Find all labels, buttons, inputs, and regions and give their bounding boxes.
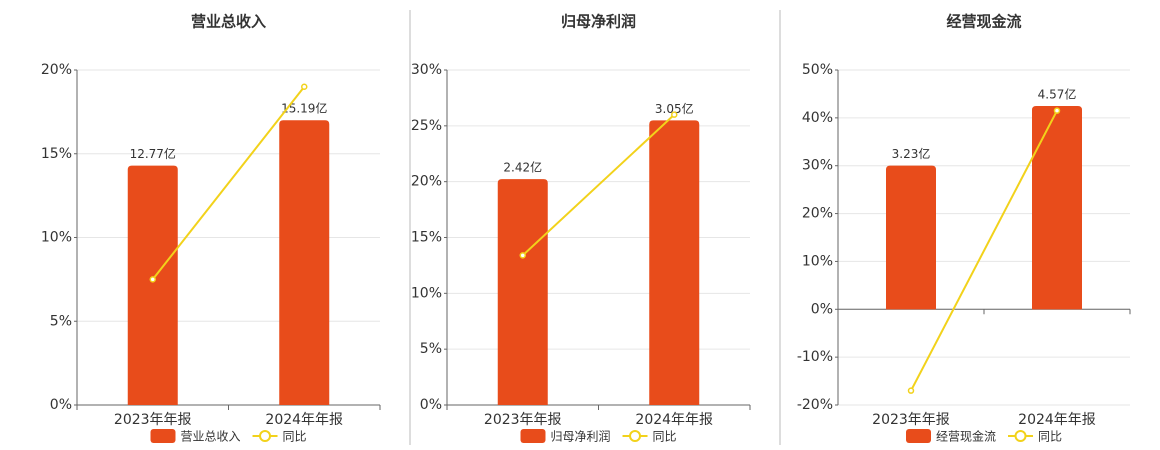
value-label: 3.23亿 (892, 146, 931, 161)
bar (127, 165, 178, 405)
legend-label: 同比 (283, 430, 307, 444)
y-tick-label: 30% (802, 158, 833, 174)
legend-swatch (629, 430, 642, 442)
line (151, 86, 306, 280)
value-label: 15.19亿 (281, 101, 327, 116)
legend-label: 同比 (1038, 430, 1062, 444)
bar (1032, 106, 1082, 310)
y-tick-label: -20% (797, 397, 833, 413)
y-tick-label: -10% (797, 349, 833, 365)
y-tick-label: 40% (802, 110, 833, 126)
line-point (907, 387, 915, 394)
x-tick-label: 2024年年报 (1018, 412, 1096, 428)
y-tick-label: 5% (50, 313, 72, 329)
y-tick-label: 20% (411, 174, 442, 190)
chart-title: 营业总收入 (191, 13, 266, 31)
line-point (149, 276, 156, 283)
y-tick-label: 10% (802, 253, 833, 269)
y-tick-label: 10% (41, 230, 72, 246)
y-tick-label: 20% (41, 62, 72, 78)
line-point (1053, 107, 1061, 114)
legend-swatch (906, 429, 931, 443)
bar (649, 120, 700, 406)
y-tick-label: 5% (420, 341, 442, 357)
line-point (671, 111, 678, 118)
x-tick-label: 2023年年报 (114, 412, 192, 428)
y-tick-label: 50% (802, 62, 833, 78)
legend-swatch (150, 429, 176, 443)
value-label: 3.05亿 (655, 101, 694, 116)
value-label: 4.57亿 (1038, 87, 1077, 102)
y-tick-label: 15% (41, 146, 72, 162)
x-tick-label: 2023年年报 (872, 412, 950, 428)
bar (886, 165, 936, 310)
line (522, 113, 675, 257)
legend-swatch (520, 429, 546, 443)
y-tick-label: 10% (411, 285, 442, 301)
value-label: 2.42亿 (503, 160, 542, 175)
line-point (301, 83, 308, 90)
legend-swatch (259, 430, 272, 442)
legend-label: 归母净利润 (551, 430, 611, 444)
x-tick-label: 2024年年报 (635, 412, 713, 428)
y-tick-label: 30% (411, 62, 442, 78)
chart-title: 归母净利润 (561, 13, 636, 31)
line (910, 110, 1058, 392)
chart-title: 经营现金流 (946, 13, 1021, 31)
y-tick-label: 25% (411, 118, 442, 134)
y-tick-label: 0% (50, 397, 72, 413)
y-tick-label: 15% (411, 230, 442, 246)
y-tick-label: 0% (420, 397, 442, 413)
line-point (519, 252, 526, 259)
legend-label: 同比 (653, 430, 677, 444)
y-tick-label: 20% (802, 206, 833, 222)
x-tick-label: 2024年年报 (265, 412, 343, 428)
y-tick-label: 0% (811, 301, 833, 317)
x-tick-label: 2023年年报 (484, 412, 562, 428)
legend-label: 营业总收入 (181, 430, 241, 444)
value-label: 12.77亿 (130, 146, 176, 161)
legend-label: 经营现金流 (936, 429, 996, 444)
bar (279, 120, 330, 405)
legend-swatch (1014, 430, 1027, 442)
bar (497, 179, 548, 405)
